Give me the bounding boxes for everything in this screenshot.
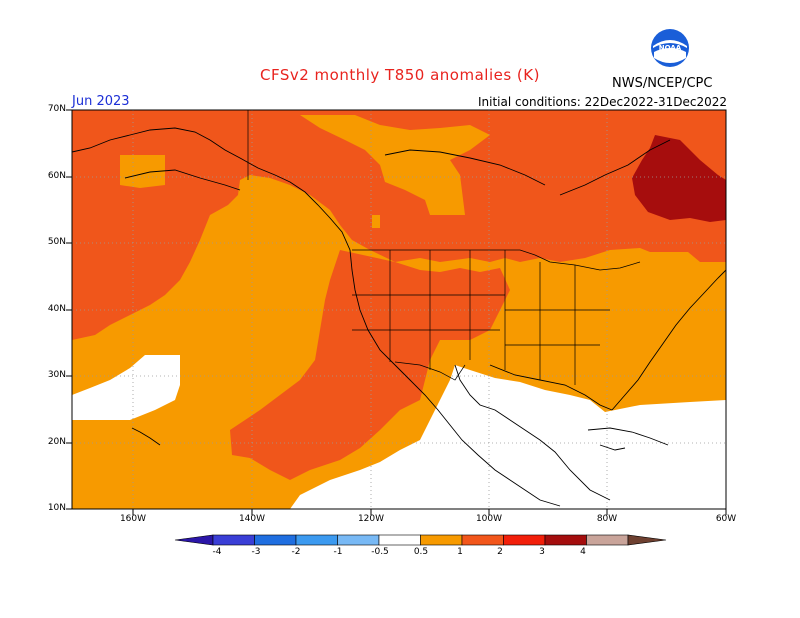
colorbar-segment: [461, 534, 504, 546]
colorbar-segment: [212, 534, 255, 546]
forecast-month: Jun 2023: [72, 94, 130, 109]
map-title: CFSv2 monthly T850 anomalies (K): [260, 66, 540, 84]
colorbar-segment: [254, 534, 297, 546]
colorbar-segment: [378, 534, 421, 546]
colorbar-left-arrow: [174, 534, 214, 546]
anomaly-2-to-3-region: [632, 135, 726, 222]
tick-marks: [66, 109, 727, 515]
lat-label-40n: 40N: [47, 304, 66, 314]
lon-label-120w: 120W: [357, 514, 385, 524]
colorbar-segment: [544, 534, 587, 546]
lon-label-160w: 160W: [119, 514, 147, 524]
colorbar-label: -3: [251, 547, 261, 557]
colorbar-right-arrow: [627, 534, 667, 546]
colorbar-label: -1: [333, 547, 343, 557]
colorbar-segment: [503, 534, 546, 546]
neutral-regions: [72, 355, 726, 509]
colorbar-label: -4: [212, 547, 222, 557]
lon-label-80w: 80W: [596, 514, 618, 524]
anomaly-0-5-to-1-pockets: [120, 115, 490, 228]
colorbar-label: 1: [457, 547, 463, 557]
colorbar-segment: [295, 534, 338, 546]
lat-label-30n: 30N: [47, 370, 66, 380]
lat-label-70n: 70N: [47, 104, 66, 114]
agency-label: NWS/NCEP/CPC: [612, 76, 713, 91]
lat-label-50n: 50N: [47, 237, 66, 247]
coastlines: [71, 127, 727, 507]
initial-conditions: Initial conditions: 22Dec2022-31Dec2022: [478, 95, 727, 109]
lat-label-20n: 20N: [47, 437, 66, 447]
colorbar-segment: [586, 534, 629, 546]
borders: [247, 110, 641, 385]
lon-label-140w: 140W: [238, 514, 266, 524]
colorbar-label: 4: [580, 547, 586, 557]
colorbar-label: -0.5: [371, 547, 389, 557]
colorbar-label: 2: [497, 547, 503, 557]
lat-label-60n: 60N: [47, 171, 66, 181]
colorbar-label: 0.5: [413, 547, 429, 557]
logo-text: NOAA: [659, 44, 682, 52]
noaa-logo-icon: NOAA: [651, 29, 689, 67]
colorbar: [174, 534, 667, 546]
lon-label-60w: 60W: [715, 514, 737, 524]
colorbar-segment: [420, 534, 463, 546]
colorbar-label: 3: [539, 547, 545, 557]
colorbar-segment: [337, 534, 380, 546]
colorbar-label: -2: [291, 547, 301, 557]
lon-label-100w: 100W: [475, 514, 503, 524]
lat-label-10n: 10N: [47, 503, 66, 513]
graticule: [72, 110, 726, 509]
anomaly-1-to-2-regions: [72, 110, 726, 480]
